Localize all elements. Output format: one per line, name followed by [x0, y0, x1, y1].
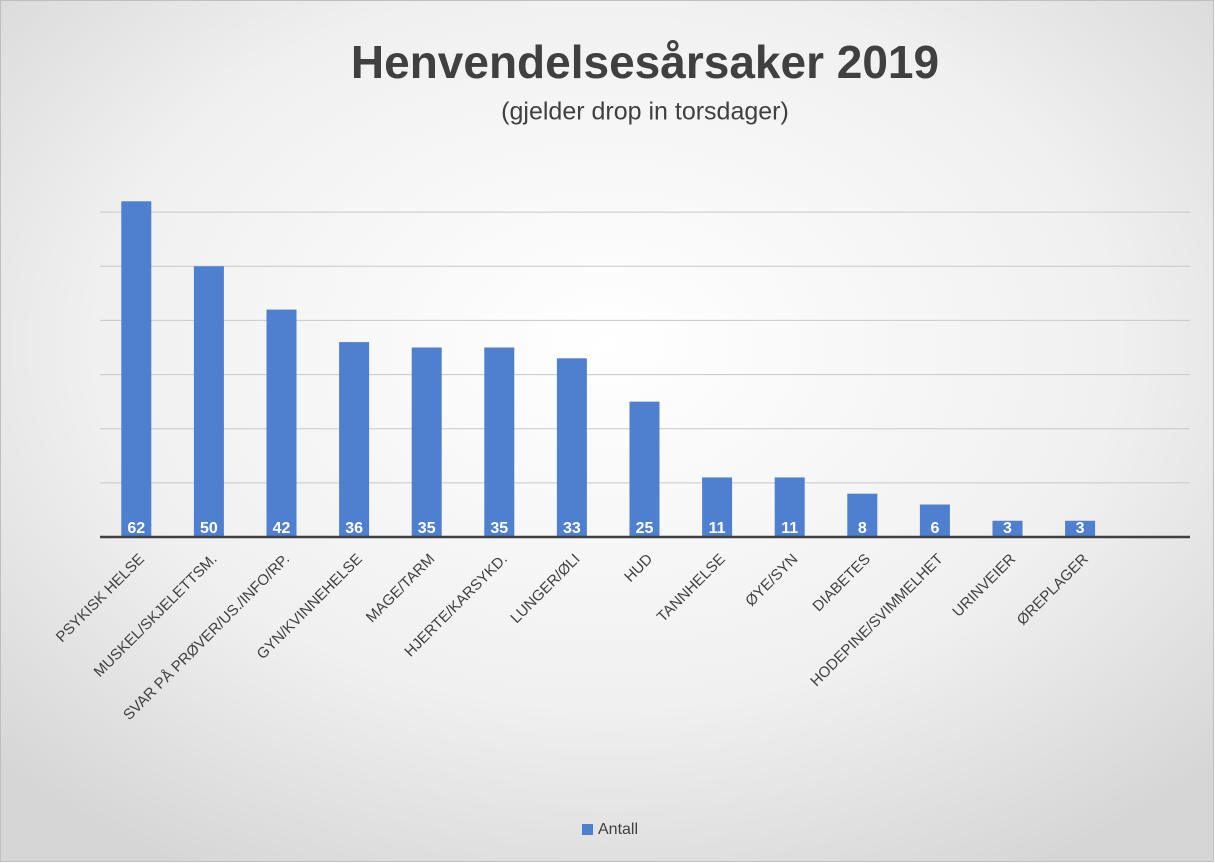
bar [484, 347, 515, 537]
bar [629, 401, 660, 537]
chart-title: Henvendelsesårsaker 2019 [351, 36, 939, 88]
bar [556, 358, 587, 537]
bar [339, 342, 370, 537]
bar [121, 201, 152, 538]
value-label: 11 [781, 520, 798, 537]
value-label: 8 [858, 520, 867, 537]
bar [702, 477, 733, 537]
bar [774, 477, 805, 537]
bar [992, 520, 1023, 537]
value-label: 50 [200, 520, 218, 537]
bar [1065, 520, 1096, 537]
value-label: 25 [636, 520, 654, 537]
value-label: 11 [709, 520, 726, 537]
bar [847, 493, 878, 537]
value-label: 3 [1003, 520, 1012, 537]
value-label: 62 [127, 520, 145, 537]
value-label: 35 [418, 520, 436, 537]
value-label: 3 [1076, 520, 1085, 537]
chart-subtitle: (gjelder drop in torsdager) [501, 98, 789, 126]
bar [411, 347, 442, 537]
value-label: 33 [563, 520, 581, 537]
bar [193, 266, 224, 537]
value-label: 35 [490, 520, 508, 537]
value-label: 36 [345, 520, 363, 537]
bar [919, 504, 950, 537]
legend-label: Antall [598, 821, 638, 838]
value-label: 42 [273, 520, 291, 537]
legend-swatch [582, 824, 593, 835]
value-label: 6 [930, 520, 939, 537]
bar [266, 309, 297, 537]
